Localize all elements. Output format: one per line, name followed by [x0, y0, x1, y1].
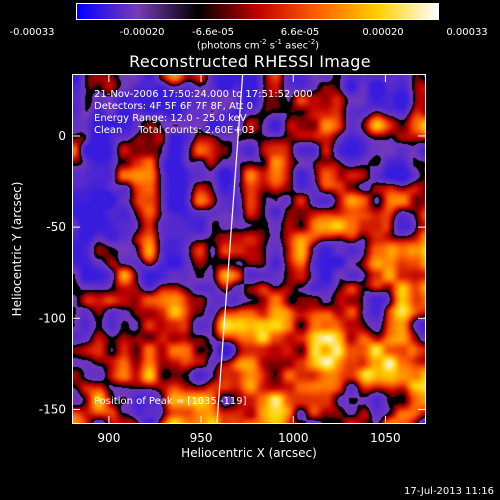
info-total-counts: Clean Total counts: 2.60E+03	[94, 125, 255, 136]
y-tick-label: -100	[39, 311, 66, 325]
x-tick-label: 950	[190, 431, 213, 445]
colorbar-unit: (photons cm-2 s-1 asec-2)	[197, 38, 319, 51]
y-tick-label: 0	[58, 129, 66, 143]
x-tick-label: 900	[97, 431, 120, 445]
info-time-range: 21-Nov-2006 17:50:24.000 to 17:51:52.000	[94, 89, 313, 100]
unit-part: )	[315, 40, 320, 52]
info-detectors: Detectors: 4F 5F 6F 7F 8F, Att 0	[94, 101, 254, 112]
solar-limb-line	[216, 75, 244, 423]
colorbar-tick: -0.00020	[119, 27, 165, 38]
chart-title: Reconstructed RHESSI Image	[129, 52, 371, 71]
y-tick-label: -150	[39, 402, 66, 416]
x-tick-label: 1000	[278, 431, 309, 445]
y-tick-label: -50	[46, 220, 66, 234]
info-energy-range: Energy Range: 12.0 - 25.0 keV	[94, 113, 247, 124]
plot-overlay	[216, 75, 244, 423]
unit-exp: -1	[275, 38, 283, 46]
colorbar-tick: 0.00033	[446, 27, 488, 38]
unit-part: (photons cm	[196, 40, 260, 52]
x-axis-label: Heliocentric X (arcsec)	[181, 446, 317, 460]
unit-part: s	[266, 40, 276, 52]
heatmap-image	[73, 75, 425, 423]
unit-exp: -2	[259, 38, 267, 46]
colorbar-tick: 6.6e-05	[280, 27, 320, 38]
colorbar-tick: -6.6e-05	[192, 27, 234, 38]
x-tick-label: 1050	[370, 431, 401, 445]
plot-area	[72, 74, 426, 424]
y-axis-label: Heliocentric Y (arcsec)	[10, 181, 24, 317]
colorbar-tick: -0.00033	[9, 27, 55, 38]
colorbar	[76, 3, 439, 20]
colorbar-tick: 0.00020	[362, 27, 404, 38]
peak-position: Position of Peak = [1035,-119]	[94, 396, 247, 407]
unit-exp: -2	[308, 38, 316, 46]
timestamp: 17-Jul-2013 11:16	[403, 486, 494, 497]
unit-part: asec	[282, 40, 309, 52]
